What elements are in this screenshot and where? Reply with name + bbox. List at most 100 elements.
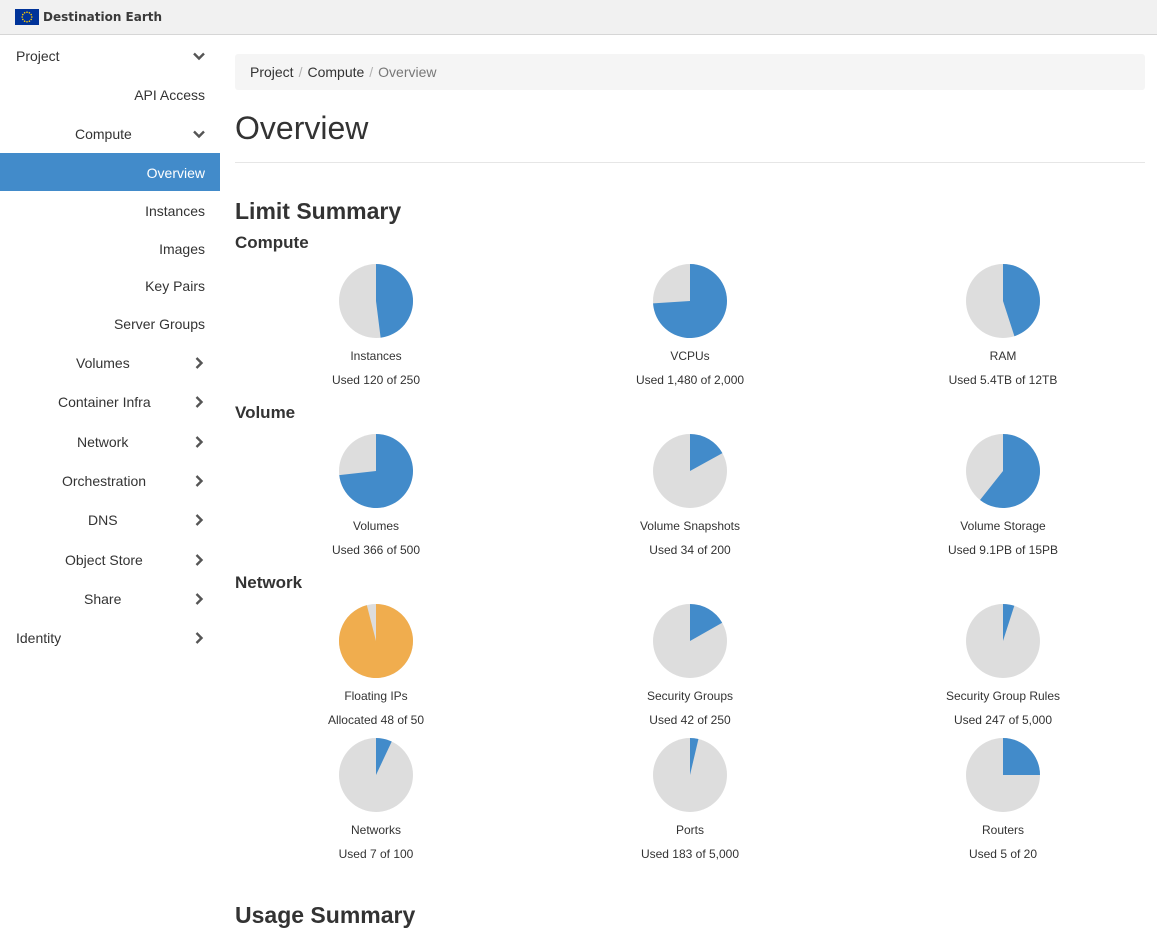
pie-chart-svg [338, 604, 413, 678]
page-title: Overview [235, 110, 369, 146]
pie-chart-label: RAM [989, 349, 1017, 363]
brand-name[interactable]: Destination Earth [43, 10, 163, 24]
sidebar-item-label: Server Groups [113, 316, 205, 332]
sidebar-item-volumes[interactable]: Volumes [0, 343, 220, 382]
sidebar-item-label: Network [77, 434, 129, 450]
pie-chart-security-group-rules: Security Group Rules Used 247 of 5,000 [893, 603, 1113, 727]
pie-chart-used-text: Used 5 of 20 [968, 847, 1038, 861]
breadcrumb-project[interactable]: Project [250, 64, 294, 80]
pie-chart-used-text: Used 183 of 5,000 [640, 847, 740, 861]
pie-chart-label: Routers [981, 823, 1025, 837]
pie-chart-used-text: Used 9.1PB of 15PB [947, 543, 1059, 557]
breadcrumb-separator: / [369, 64, 374, 80]
pie-chart-svg [339, 738, 413, 812]
sidebar-item-label: Overview [146, 165, 205, 181]
pie-chart-svg [653, 434, 727, 508]
sidebar-item-server-groups[interactable]: Server Groups [0, 304, 220, 343]
pie-used-slice [690, 604, 723, 641]
eu-flag-logo-icon[interactable] [15, 9, 39, 25]
chevron-down-icon [193, 130, 205, 139]
breadcrumb: Project / Compute / Overview [235, 54, 1145, 90]
pie-chart-ram: RAM Used 5.4TB of 12TB [893, 263, 1113, 387]
pie-used-slice [1003, 738, 1040, 775]
sidebar-item-label: Object Store [65, 552, 143, 568]
sidebar-item-label: Identity [16, 630, 62, 646]
sidebar-item-share[interactable]: Share [0, 579, 220, 618]
sidebar-item-label: API Access [134, 87, 205, 103]
sidebar-item-container-infra[interactable]: Container Infra [0, 382, 220, 422]
limit-summary-title: Limit Summary [235, 198, 402, 224]
chevron-right-icon [195, 357, 204, 369]
sidebar-item-compute[interactable]: Compute [0, 114, 220, 153]
sidebar-item-overview[interactable]: Overview [0, 153, 220, 191]
sidebar-item-label: Instances [145, 203, 205, 219]
breadcrumb-overview: Overview [378, 64, 437, 80]
pie-used-slice [338, 604, 413, 678]
chevron-right-icon [195, 475, 204, 487]
pie-chart-label: VCPUs [670, 349, 710, 363]
sidebar-item-orchestration[interactable]: Orchestration [0, 461, 220, 500]
pie-chart-label: Networks [350, 823, 401, 837]
sidebar-item-dns[interactable]: DNS [0, 500, 220, 540]
pie-used-slice [339, 434, 414, 508]
sidebar-item-label: Volumes [76, 355, 130, 371]
breadcrumb-compute[interactable]: Compute [307, 64, 365, 80]
sidebar-item-api-access[interactable]: API Access [0, 75, 220, 114]
pie-chart-used-text: Used 247 of 5,000 [953, 713, 1053, 727]
pie-chart-svg [966, 604, 1040, 678]
sidebar-item-label: Compute [75, 126, 132, 142]
pie-chart-label: Volume Storage [960, 519, 1046, 533]
pie-chart-used-text: Used 120 of 250 [331, 373, 421, 387]
pie-chart-label: Volumes [352, 519, 400, 533]
pie-chart-used-text: Allocated 48 of 50 [327, 713, 425, 727]
pie-chart-label: Volume Snapshots [639, 519, 741, 533]
title-divider [235, 162, 1145, 163]
sidebar-item-object-store[interactable]: Object Store [0, 540, 220, 579]
sidebar-item-identity[interactable]: Identity [0, 618, 220, 657]
pie-chart-label: Security Groups [646, 689, 734, 703]
sidebar-item-label: Orchestration [62, 473, 147, 489]
sidebar-item-label: Key Pairs [145, 278, 205, 294]
sidebar-item-network[interactable]: Network [0, 422, 220, 461]
pie-chart-volume-storage: Volume Storage Used 9.1PB of 15PB [893, 433, 1113, 557]
pie-chart-svg [966, 264, 1040, 338]
pie-chart-label: Ports [675, 823, 704, 837]
pie-chart-used-text: Used 34 of 200 [649, 543, 731, 557]
pie-used-slice [1003, 604, 1015, 641]
usage-summary-title: Usage Summary [235, 902, 416, 928]
pie-chart-used-text: Used 42 of 250 [649, 713, 731, 727]
pie-chart-label: Security Group Rules [945, 689, 1061, 703]
pie-chart-vcpus: VCPUs Used 1,480 of 2,000 [580, 263, 800, 387]
pie-chart-ports: Ports Used 183 of 5,000 [580, 737, 800, 861]
pie-chart-svg [653, 604, 727, 678]
pie-chart-routers: Routers Used 5 of 20 [893, 737, 1113, 861]
pie-used-slice [690, 738, 699, 775]
pie-chart-svg [966, 738, 1040, 812]
sidebar-item-key-pairs[interactable]: Key Pairs [0, 266, 220, 304]
pie-chart-floating-ips: Floating IPs Allocated 48 of 50 [266, 603, 486, 727]
pie-chart-svg [966, 434, 1040, 508]
pie-used-slice [1003, 264, 1040, 337]
chevron-down-icon [193, 52, 205, 61]
pie-chart-svg [339, 264, 414, 338]
sidebar-item-images[interactable]: Images [0, 229, 220, 266]
pie-chart-label: Floating IPs [344, 689, 408, 703]
sidebar-item-instances[interactable]: Instances [0, 191, 220, 229]
pie-chart-volumes: Volumes Used 366 of 500 [266, 433, 486, 557]
pie-chart-svg [653, 738, 727, 812]
pie-chart-instances: Instances Used 120 of 250 [266, 263, 486, 387]
sidebar-item-label: Project [16, 48, 60, 64]
chevron-right-icon [195, 514, 204, 526]
group-title-network: Network [235, 573, 303, 592]
pie-used-slice [376, 738, 392, 775]
pie-chart-used-text: Used 366 of 500 [331, 543, 421, 557]
breadcrumb-separator: / [298, 64, 303, 80]
sidebar-item-label: Share [84, 591, 122, 607]
pie-chart-used-text: Used 1,480 of 2,000 [635, 373, 745, 387]
chevron-right-icon [195, 396, 204, 408]
sidebar-item-project[interactable]: Project [0, 36, 220, 75]
group-title-compute: Compute [235, 233, 309, 252]
sidebar-item-label: Container Infra [58, 394, 151, 410]
group-title-volume: Volume [235, 403, 296, 422]
pie-used-slice [690, 434, 723, 471]
